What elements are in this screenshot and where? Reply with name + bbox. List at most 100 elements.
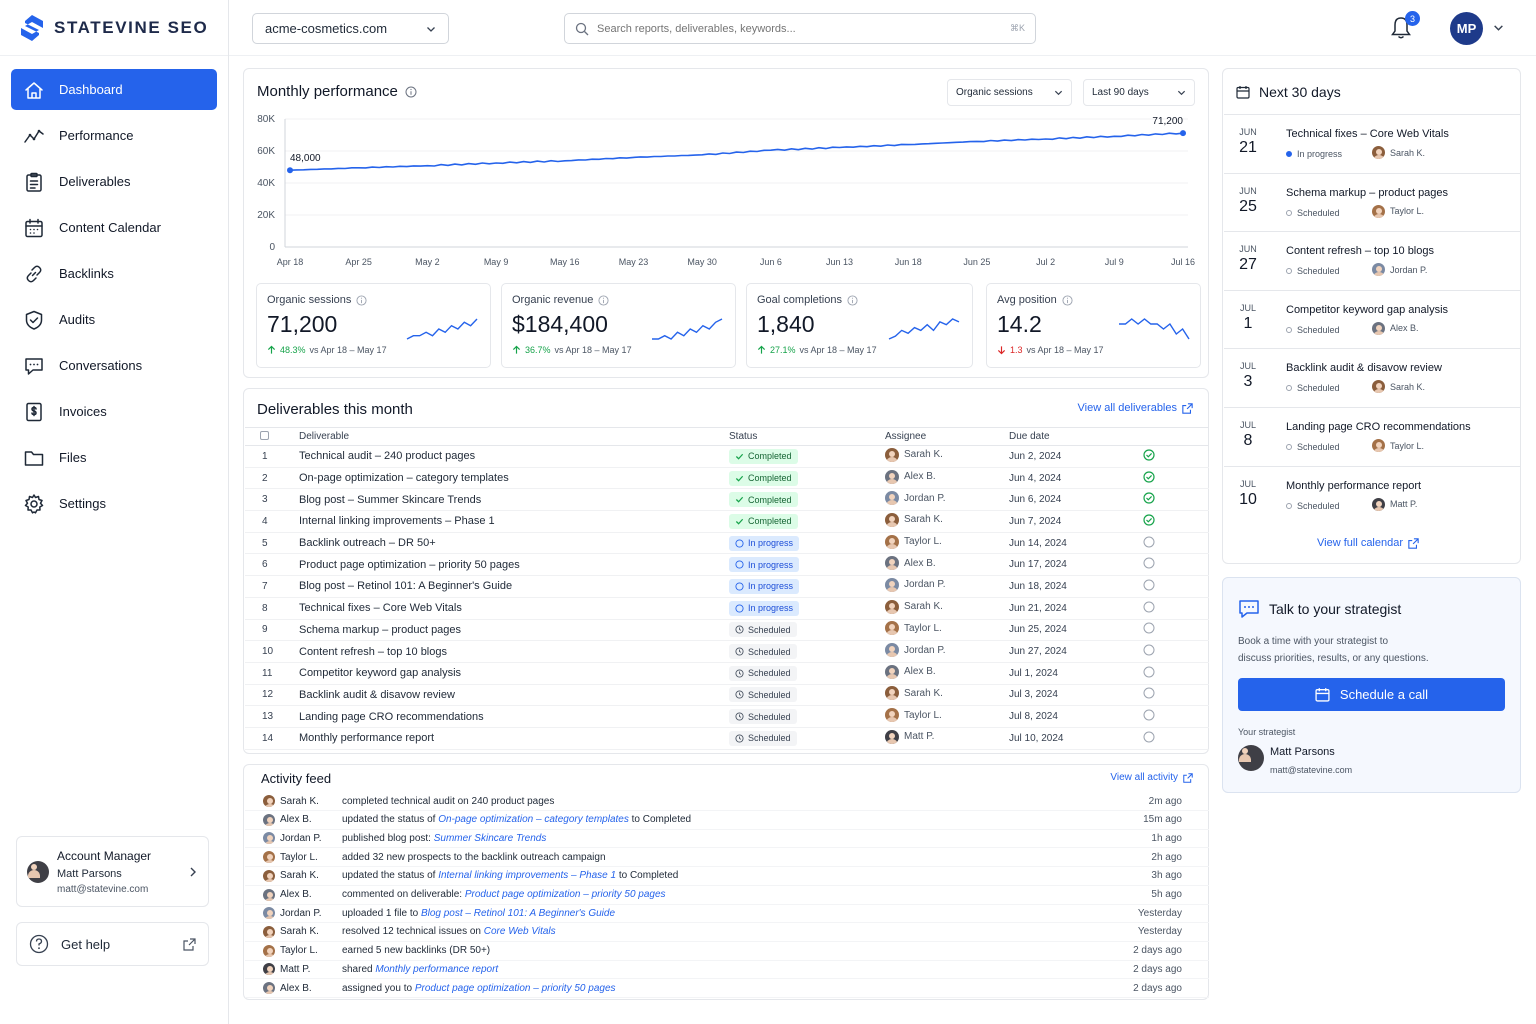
table-row[interactable]: 7 Blog post – Retinol 101: A Beginner's … bbox=[245, 575, 1209, 598]
activity-user[interactable]: Alex B. bbox=[280, 814, 312, 826]
table-row[interactable]: 6 Product page optimization – priority 5… bbox=[245, 553, 1209, 577]
table-row[interactable]: 1 Technical audit – 240 product pages Co… bbox=[245, 445, 1209, 468]
incomplete-circle-icon[interactable] bbox=[1143, 557, 1155, 569]
activity-user[interactable]: Sarah K. bbox=[280, 870, 319, 882]
view-full-calendar-link[interactable]: View full calendar bbox=[1317, 537, 1419, 549]
deliverable-name[interactable]: Schema markup – product pages bbox=[299, 619, 729, 642]
table-row[interactable]: 5 Backlink outreach – DR 50+ In progress… bbox=[245, 532, 1209, 555]
nav-item-performance[interactable]: Performance bbox=[11, 115, 217, 156]
brand[interactable]: STATEVINE SEO bbox=[0, 0, 228, 56]
info-icon[interactable] bbox=[405, 86, 417, 98]
incomplete-circle-icon[interactable] bbox=[1143, 666, 1155, 678]
table-row[interactable]: 13 Landing page CRO recommendations Sche… bbox=[245, 705, 1209, 728]
activity-link[interactable]: Core Web Vitals bbox=[483, 926, 556, 938]
deliverable-name[interactable]: Content refresh – top 10 blogs bbox=[299, 640, 729, 663]
nav-item-dashboard[interactable]: Dashboard bbox=[11, 69, 217, 110]
activity-user[interactable]: Jordan P. bbox=[280, 907, 322, 919]
calendar-event[interactable]: JUN 27 Content refresh – top 10 blogs Sc… bbox=[1224, 231, 1521, 289]
completed-check-icon[interactable] bbox=[1143, 449, 1155, 461]
schedule-call-button[interactable]: Schedule a call bbox=[1238, 678, 1505, 711]
deliverable-name[interactable]: Competitor keyword gap analysis bbox=[299, 662, 729, 685]
completed-check-icon[interactable] bbox=[1143, 492, 1155, 504]
incomplete-circle-icon[interactable] bbox=[1143, 709, 1155, 721]
table-row[interactable]: 2 On-page optimization – category templa… bbox=[245, 467, 1209, 490]
activity-user[interactable]: Taylor L. bbox=[280, 851, 318, 863]
bell-icon[interactable] bbox=[1390, 16, 1412, 40]
activity-link[interactable]: Blog post – Retinol 101: A Beginner's Gu… bbox=[420, 907, 616, 919]
table-row[interactable]: 9 Schema markup – product pages Schedule… bbox=[245, 619, 1209, 642]
table-row[interactable]: 12 Backlink audit & disavow review Sched… bbox=[245, 684, 1209, 707]
incomplete-circle-icon[interactable] bbox=[1143, 644, 1155, 656]
user-avatar[interactable]: MP bbox=[1450, 12, 1483, 45]
activity-user[interactable]: Sarah K. bbox=[280, 926, 319, 938]
table-row[interactable]: 8 Technical fixes – Core Web Vitals In p… bbox=[245, 597, 1209, 620]
nav-item-invoices[interactable]: Invoices bbox=[11, 391, 217, 432]
activity-user[interactable]: Sarah K. bbox=[280, 795, 319, 807]
table-row[interactable]: 11 Competitor keyword gap analysis Sched… bbox=[245, 662, 1209, 685]
incomplete-circle-icon[interactable] bbox=[1143, 731, 1155, 743]
completed-check-icon[interactable] bbox=[1143, 514, 1155, 526]
nav-item-audits[interactable]: Audits bbox=[11, 299, 217, 340]
info-icon[interactable] bbox=[598, 294, 609, 306]
deliverable-name[interactable]: Landing page CRO recommendations bbox=[299, 705, 729, 728]
nav-item-settings[interactable]: Settings bbox=[11, 483, 217, 524]
table-row[interactable]: 4 Internal linking improvements – Phase … bbox=[245, 510, 1209, 533]
deliverable-name[interactable]: Internal linking improvements – Phase 1 bbox=[299, 510, 729, 533]
deliverable-name[interactable]: Monthly performance report bbox=[299, 727, 729, 750]
activity-user[interactable]: Matt P. bbox=[280, 963, 311, 975]
domain-selector[interactable]: acme-cosmetics.com bbox=[252, 13, 449, 44]
table-row[interactable]: 3 Blog post – Summer Skincare Trends Com… bbox=[245, 488, 1209, 512]
activity-link[interactable]: Monthly performance report bbox=[375, 963, 499, 975]
deliverable-name[interactable]: Product page optimization – priority 50 … bbox=[299, 553, 729, 577]
range-select[interactable]: Last 90 days bbox=[1083, 79, 1195, 106]
activity-link[interactable]: Product page optimization – priority 50 … bbox=[464, 889, 666, 900]
activity-user[interactable]: Alex B. bbox=[280, 982, 312, 994]
deliverable-name[interactable]: Backlink audit & disavow review bbox=[299, 684, 729, 707]
deliverable-name[interactable]: Technical fixes – Core Web Vitals bbox=[299, 597, 729, 620]
nav-item-backlinks[interactable]: Backlinks bbox=[11, 253, 217, 294]
info-icon[interactable] bbox=[356, 294, 367, 306]
table-row[interactable]: 14 Monthly performance report Scheduled … bbox=[245, 727, 1209, 750]
activity-link[interactable]: On-page optimization – category template… bbox=[438, 814, 629, 826]
kpi-sparkline bbox=[652, 318, 723, 340]
activity-link[interactable]: Summer Skincare Trends bbox=[433, 832, 547, 844]
incomplete-circle-icon[interactable] bbox=[1143, 601, 1155, 613]
deliverable-name[interactable]: Technical audit – 240 product pages bbox=[299, 445, 729, 468]
metric-select[interactable]: Organic sessions bbox=[947, 79, 1072, 106]
nav-item-content-calendar[interactable]: Content Calendar bbox=[11, 207, 217, 248]
get-help-button[interactable]: Get help bbox=[16, 922, 209, 966]
calendar-event[interactable]: JUL 1 Competitor keyword gap analysis Sc… bbox=[1224, 289, 1521, 348]
status-badge: Completed bbox=[729, 492, 798, 508]
incomplete-circle-icon[interactable] bbox=[1143, 687, 1155, 699]
incomplete-circle-icon[interactable] bbox=[1143, 536, 1155, 548]
activity-user[interactable]: Alex B. bbox=[280, 889, 312, 900]
nav-item-conversations[interactable]: Conversations bbox=[11, 345, 217, 386]
deliverable-name[interactable]: Backlink outreach – DR 50+ bbox=[299, 532, 729, 555]
table-row[interactable]: 10 Content refresh – top 10 blogs Schedu… bbox=[245, 640, 1209, 663]
calendar-event[interactable]: JUL 3 Backlink audit & disavow review Sc… bbox=[1224, 348, 1521, 406]
incomplete-circle-icon[interactable] bbox=[1143, 622, 1155, 634]
activity-user[interactable]: Jordan P. bbox=[280, 832, 322, 844]
nav-item-files[interactable]: Files bbox=[11, 437, 217, 478]
deliverable-name[interactable]: Blog post – Summer Skincare Trends bbox=[299, 488, 729, 512]
info-icon[interactable] bbox=[1062, 294, 1073, 306]
user-menu-chevron-icon[interactable] bbox=[1493, 22, 1504, 33]
select-all-checkbox[interactable] bbox=[260, 430, 269, 440]
activity-link[interactable]: Internal linking improvements – Phase 1 bbox=[438, 870, 617, 882]
view-all-activity-link[interactable]: View all activity bbox=[1110, 772, 1193, 783]
activity-user[interactable]: Taylor L. bbox=[280, 945, 318, 957]
nav-item-deliverables[interactable]: Deliverables bbox=[11, 161, 217, 202]
incomplete-circle-icon[interactable] bbox=[1143, 579, 1155, 591]
activity-link[interactable]: Product page optimization – priority 50 … bbox=[414, 982, 616, 994]
deliverable-name[interactable]: Blog post – Retinol 101: A Beginner's Gu… bbox=[299, 575, 729, 598]
calendar-event[interactable]: JUN 25 Schema markup – product pages Sch… bbox=[1224, 172, 1521, 231]
completed-check-icon[interactable] bbox=[1143, 470, 1155, 483]
calendar-event[interactable]: JUN 21 Technical fixes – Core Web Vitals… bbox=[1224, 114, 1521, 172]
view-all-deliverables-link[interactable]: View all deliverables bbox=[1078, 402, 1193, 414]
calendar-event[interactable]: JUL 10 Monthly performance report Schedu… bbox=[1224, 465, 1521, 524]
calendar-event[interactable]: JUL 8 Landing page CRO recommendations S… bbox=[1224, 407, 1521, 465]
info-icon[interactable] bbox=[847, 294, 858, 306]
deliverable-name[interactable]: On-page optimization – category template… bbox=[299, 467, 729, 490]
search-input[interactable] bbox=[597, 22, 1002, 35]
account-manager-card[interactable]: Account Manager Matt Parsons matt@statev… bbox=[16, 836, 209, 907]
